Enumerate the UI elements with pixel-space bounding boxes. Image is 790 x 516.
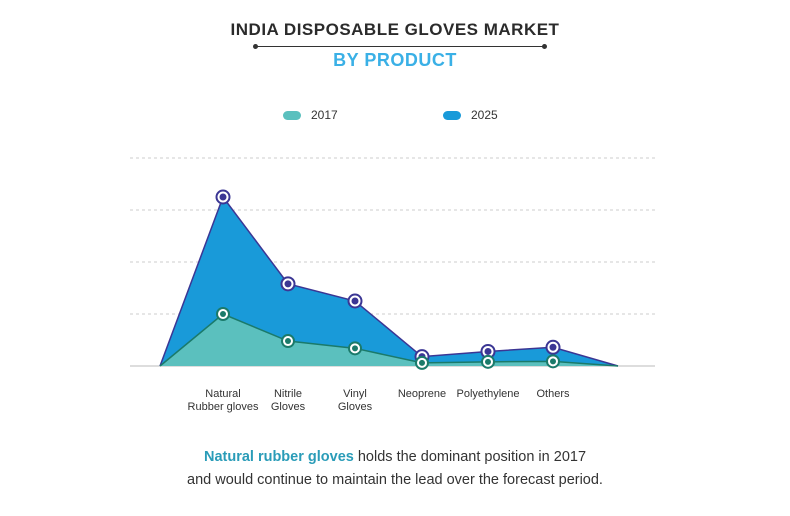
x-tick-label: Natural Rubber gloves — [173, 388, 273, 414]
x-tick-label: Neoprene — [372, 388, 472, 401]
x-tick-label-line: Others — [536, 388, 570, 400]
x-tick-label-line: Neoprene — [397, 388, 447, 400]
x-tick-label: Polyethylene — [438, 388, 538, 401]
series-2017-area — [160, 314, 618, 366]
chart-title: INDIA DISPOSABLE GLOVES MARKET — [230, 20, 560, 39]
series-2025-area — [160, 197, 618, 366]
chart-subtitle: BY PRODUCT — [333, 50, 457, 70]
x-tick-label-line: Vinyl — [343, 388, 367, 400]
series-2025-line — [159, 195, 619, 367]
legend-item-2017: 2017 — [283, 108, 338, 122]
caption-highlight: Natural rubber gloves — [203, 449, 354, 465]
divider-dot-right — [542, 44, 547, 49]
caption-line-1: Natural rubber gloves holds the dominant… — [0, 446, 790, 469]
legend-item-2025: 2025 — [443, 108, 498, 122]
x-tick-label: Nitrile Gloves — [238, 388, 338, 414]
divider-dot-left — [253, 44, 258, 49]
legend-swatch-2025 — [443, 110, 461, 120]
series-2017-point-core — [485, 358, 491, 365]
legend-label-2025: 2025 — [471, 108, 498, 122]
x-tick-label-line: Gloves — [270, 401, 306, 413]
series-2017-point-core — [550, 358, 556, 365]
series-2017-point-core — [419, 359, 425, 366]
x-tick-label-line: Nitrile — [273, 388, 303, 400]
chart-caption: Natural rubber gloves holds the dominant… — [0, 446, 790, 492]
x-tick-label-line: Natural — [205, 388, 241, 400]
series-2017-point-core — [220, 311, 226, 317]
series-2025-point-core — [284, 280, 292, 288]
title-divider — [253, 44, 547, 49]
x-tick-label: Vinyl Gloves — [305, 388, 405, 414]
x-tick-label-line: Gloves — [337, 401, 373, 413]
series-2017-line — [159, 313, 619, 367]
series-2025-point-core — [549, 343, 557, 351]
series-2017-point-core — [285, 338, 291, 345]
series-2025-point-core — [219, 193, 227, 201]
legend-swatch-2017 — [283, 110, 301, 120]
x-tick-label-line: Rubber gloves — [187, 401, 259, 413]
caption-line-2: and would continue to maintain the lead … — [187, 472, 603, 488]
legend-label-2017: 2017 — [311, 108, 338, 122]
x-tick-label-line: Polyethylene — [456, 388, 520, 400]
caption-line-1-rest: holds the dominant position in 2017 — [353, 449, 587, 465]
series-2025-point-core — [484, 347, 492, 355]
x-tick-label: Others — [503, 388, 603, 401]
series-2017-point-core — [352, 345, 358, 352]
series-2025-point-core — [351, 297, 359, 305]
